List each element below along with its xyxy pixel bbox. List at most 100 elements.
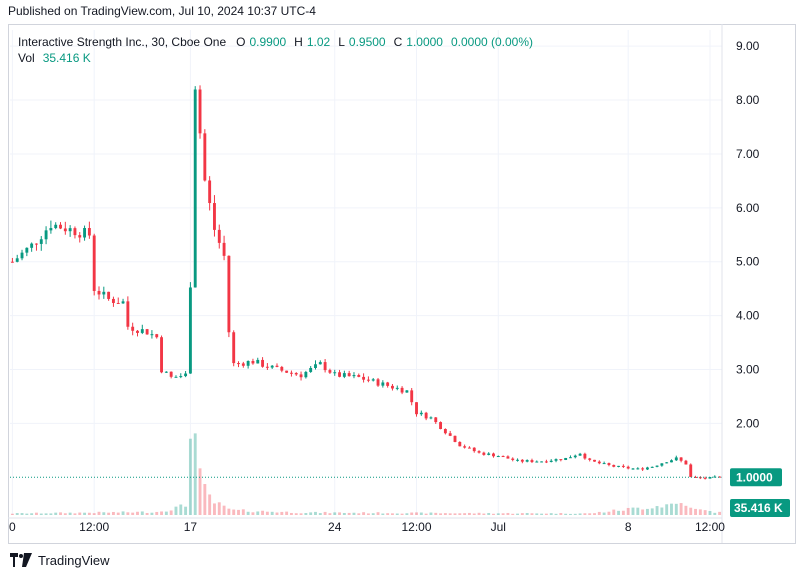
volume-bar bbox=[35, 512, 38, 515]
tradingview-logo-icon[interactable] bbox=[10, 553, 32, 567]
volume-bar bbox=[150, 512, 154, 515]
candle-body bbox=[665, 462, 669, 464]
candle-body bbox=[530, 460, 534, 463]
candle-body bbox=[588, 458, 592, 460]
volume-bar bbox=[674, 503, 678, 515]
footer-brand[interactable]: TradingView bbox=[38, 552, 110, 568]
volume-bar bbox=[338, 512, 341, 515]
candle-body bbox=[569, 457, 572, 459]
volume-bar bbox=[328, 513, 332, 515]
candle-body bbox=[111, 298, 115, 303]
candle-body bbox=[251, 361, 255, 364]
price-candles bbox=[10, 85, 722, 480]
volume-bar bbox=[670, 503, 673, 515]
volume-bar bbox=[116, 512, 120, 515]
volume-bar bbox=[30, 513, 34, 515]
chart-legend: Interactive Strength Inc., 30, Cboe One … bbox=[18, 34, 533, 66]
candle-body bbox=[362, 376, 366, 380]
y-tick-label: 4.00 bbox=[736, 309, 760, 323]
legend-volume-label[interactable]: Vol bbox=[18, 51, 35, 65]
volume-bar bbox=[333, 512, 337, 515]
volume-bar bbox=[593, 513, 596, 515]
volume-bar bbox=[136, 511, 139, 515]
y-tick-label: 5.00 bbox=[736, 255, 760, 269]
x-tick-label: 12:00 bbox=[401, 520, 431, 534]
candle-body bbox=[487, 453, 491, 455]
volume-bar bbox=[54, 512, 58, 515]
candle-body bbox=[184, 373, 188, 377]
candle-body bbox=[136, 330, 139, 333]
candle-body bbox=[549, 460, 553, 462]
candle-body bbox=[467, 447, 471, 449]
last-price-badge: 1.0000 bbox=[730, 468, 782, 487]
candle-body bbox=[520, 459, 524, 462]
volume-bar bbox=[107, 512, 111, 515]
candle-body bbox=[439, 422, 443, 430]
volume-bar bbox=[227, 508, 231, 515]
candle-body bbox=[145, 329, 149, 335]
volume-bar bbox=[684, 505, 688, 515]
candle-body bbox=[39, 239, 43, 244]
candle-body bbox=[516, 459, 519, 461]
footer: TradingView bbox=[10, 550, 110, 570]
volume-bar bbox=[232, 509, 236, 515]
volume-bar bbox=[222, 505, 226, 515]
candle-body bbox=[424, 412, 428, 419]
volume-bar bbox=[381, 513, 385, 515]
volume-bar bbox=[347, 512, 351, 515]
x-tick-label: 0 bbox=[9, 520, 16, 534]
legend-symbol[interactable]: Interactive Strength Inc., 30, Cboe One bbox=[18, 35, 227, 49]
candle-body bbox=[578, 453, 582, 456]
volume-bar bbox=[607, 511, 611, 515]
volume-bar bbox=[357, 513, 361, 515]
volume-bar bbox=[362, 512, 366, 515]
chart-frame[interactable] bbox=[8, 24, 796, 544]
volume-bar bbox=[208, 494, 212, 515]
candle-body bbox=[448, 433, 452, 436]
volume-bar bbox=[376, 512, 380, 515]
candle-body bbox=[318, 362, 322, 365]
candle-body bbox=[232, 332, 236, 364]
volume-bar bbox=[39, 513, 43, 515]
volume-bar bbox=[540, 513, 544, 515]
volume-bar bbox=[87, 512, 91, 515]
candle-body bbox=[203, 133, 207, 181]
volume-bar bbox=[405, 513, 409, 515]
volume-bar bbox=[314, 511, 317, 515]
volume-bar bbox=[549, 513, 553, 515]
candle-body bbox=[87, 228, 91, 236]
last-volume-label: 35.416 K bbox=[734, 501, 783, 515]
volume-bar bbox=[304, 513, 308, 515]
candle-body bbox=[10, 261, 14, 263]
volume-bar bbox=[352, 512, 356, 515]
volume-bar bbox=[73, 513, 77, 515]
candle-body bbox=[309, 367, 313, 372]
candle-body bbox=[169, 371, 173, 377]
candle-body bbox=[573, 455, 577, 458]
volume-bar bbox=[645, 508, 649, 515]
candle-body bbox=[492, 453, 495, 457]
volume-bar bbox=[121, 511, 125, 515]
volume-bar bbox=[626, 507, 630, 515]
candle-body bbox=[593, 459, 596, 462]
candle-body bbox=[323, 362, 327, 371]
volume-bar bbox=[564, 513, 568, 515]
volume-bar bbox=[285, 511, 289, 515]
grid-lines bbox=[10, 30, 722, 515]
volume-bar bbox=[400, 513, 404, 515]
candle-body bbox=[289, 372, 293, 374]
candle-body bbox=[78, 235, 82, 238]
candle-body bbox=[54, 224, 58, 229]
volume-bar bbox=[140, 511, 144, 515]
volume-bar bbox=[424, 513, 428, 515]
candle-body bbox=[164, 371, 168, 373]
x-tick-label: 12:00 bbox=[695, 520, 725, 534]
volume-bar bbox=[631, 507, 635, 515]
volume-bar bbox=[718, 511, 722, 515]
candle-body bbox=[429, 417, 433, 419]
volume-bar bbox=[164, 511, 168, 515]
candle-body bbox=[544, 461, 548, 463]
candle-body bbox=[20, 252, 24, 259]
volume-bar bbox=[501, 513, 505, 515]
